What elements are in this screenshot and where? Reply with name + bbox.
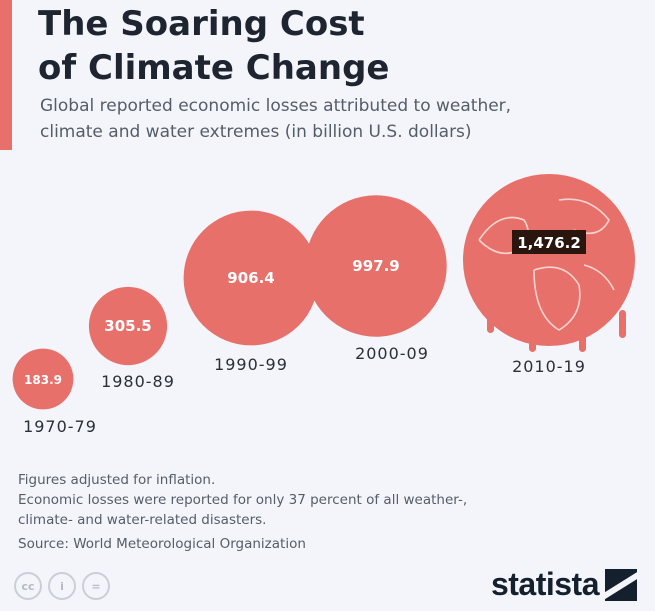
category-label: 1970-79 — [23, 417, 97, 436]
category-label: 1980-89 — [101, 372, 175, 391]
statista-wordmark: statista — [490, 566, 600, 602]
accent-bar — [0, 0, 12, 150]
value-label: 305.5 — [104, 317, 151, 335]
drip-mark — [487, 315, 494, 333]
cc-icon[interactable]: cc — [14, 572, 42, 600]
footnote-coverage-1: Economic losses were reported for only 3… — [18, 492, 468, 508]
bubble-2000-09 — [305, 195, 447, 337]
statista-mark-icon — [605, 568, 637, 601]
bubble-1980-89 — [88, 286, 168, 366]
footnote-coverage-2: climate- and water-related disasters. — [18, 512, 267, 528]
footnote-inflation: Figures adjusted for inflation. — [18, 472, 216, 488]
license-icons: cc i = — [14, 572, 110, 600]
bubble-chart: 183.9 1970-79 305.5 1980-89 906.4 1990-99 997.… — [12, 174, 635, 436]
category-label: 2000-09 — [355, 344, 429, 363]
value-label: 183.9 — [24, 373, 62, 387]
value-label-box — [512, 230, 586, 254]
value-label: 1,476.2 — [517, 234, 581, 252]
equals-icon[interactable]: = — [82, 572, 110, 600]
drip-mark — [529, 340, 536, 352]
value-label: 997.9 — [352, 257, 399, 275]
footnotes: Figures adjusted for inflation. Economic… — [18, 470, 618, 554]
chart-subtitle: Global reported economic losses attribut… — [40, 96, 512, 142]
drip-mark — [579, 330, 586, 352]
statista-logo[interactable]: statista — [491, 566, 637, 603]
bubble-1990-99 — [183, 210, 319, 346]
page-title: The Soaring Cost of Climate Change — [38, 4, 390, 88]
category-label: 1990-99 — [214, 355, 288, 374]
bubble-2010-19 — [463, 174, 635, 346]
globe-icon — [478, 198, 615, 331]
source-note: Source: World Meteorological Organizatio… — [18, 536, 306, 552]
person-icon[interactable]: i — [48, 572, 76, 600]
bubble-1970-79 — [12, 348, 74, 410]
value-label: 906.4 — [227, 269, 274, 287]
category-label: 2010-19 — [512, 357, 586, 376]
drip-mark — [619, 310, 626, 338]
